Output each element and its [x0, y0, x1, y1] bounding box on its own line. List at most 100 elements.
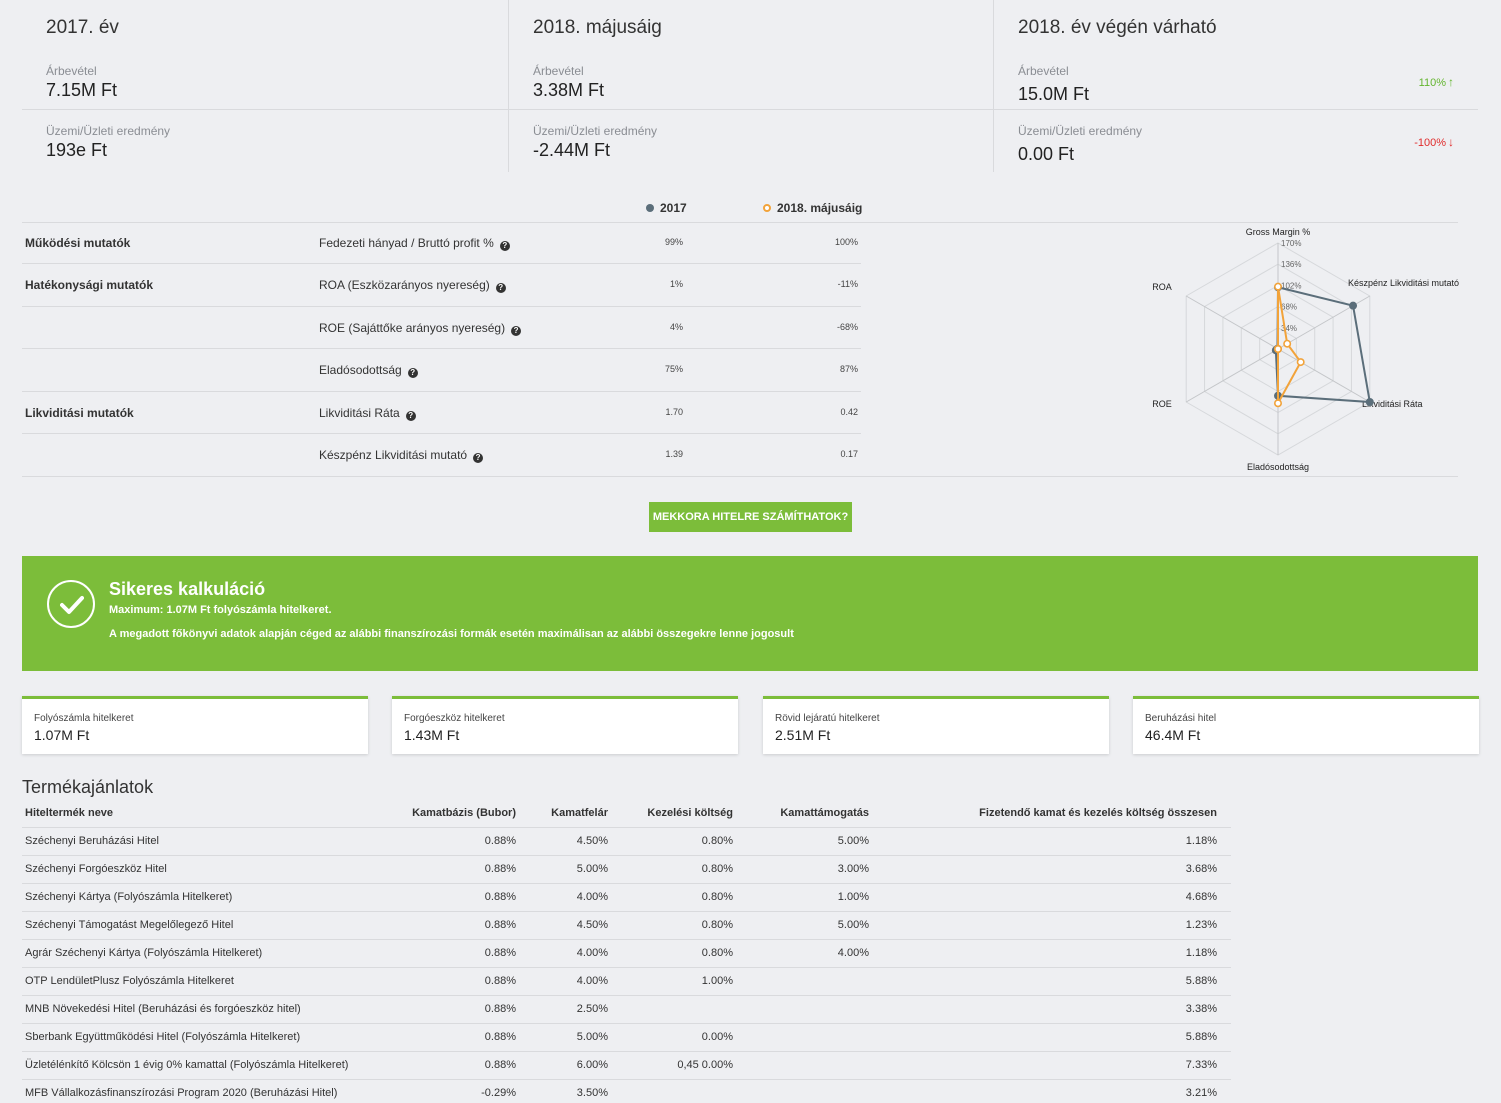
- indicator-row: Hatékonysági mutatók ROA (Eszközarányos …: [22, 264, 861, 307]
- radar-tick-label: 68%: [1281, 303, 1297, 312]
- table-cell: 3.00%: [747, 855, 883, 884]
- radar-tick-label: 34%: [1281, 324, 1297, 333]
- table-row: Széchenyi Forgóeszköz Hitel 0.88% 5.00% 0.8…: [22, 855, 1231, 884]
- success-title: Sikeres kalkuláció: [109, 579, 266, 599]
- indicator-value-2018: 0.42: [840, 406, 858, 417]
- indicator-name-text: Fedezeti hányad / Bruttó profit %: [319, 236, 494, 250]
- help-icon[interactable]: ?: [407, 368, 418, 379]
- table-cell: 1.00%: [747, 883, 883, 912]
- table-cell: 5.00%: [530, 855, 622, 884]
- indicator-name: ROA (Eszközarányos nyereség)?: [319, 278, 506, 294]
- radar-series-line: [1277, 286, 1302, 404]
- help-icon[interactable]: ?: [473, 452, 484, 463]
- table-cell: 0.88%: [405, 1051, 530, 1080]
- radar-data-point: [1274, 345, 1283, 354]
- loan-calculation-button[interactable]: MEKKORA HITELRE SZÁMÍTHATOK?: [649, 502, 852, 532]
- indicator-name: Készpénz Likviditási mutató?: [319, 447, 484, 463]
- revenue-value: 3.38M Ft: [533, 80, 605, 100]
- table-cell: 4.00%: [747, 939, 883, 968]
- table-cell: 0.88%: [405, 939, 530, 968]
- radar-axis-label: Gross Margin %: [1246, 227, 1311, 237]
- column-header: Kamatbázis (Bubor): [405, 799, 530, 828]
- indicator-name: Eladósodottság?: [319, 363, 418, 379]
- product-name: Széchenyi Kártya (Folyószámla Hitelkeret…: [22, 883, 405, 912]
- indicator-value-2017: 99%: [664, 237, 683, 247]
- check-circle-icon: [47, 580, 95, 628]
- legend-2017: 2017: [646, 201, 687, 215]
- help-icon[interactable]: ?: [499, 241, 510, 251]
- radar-chart: 170% 136% 102% 68% 34% Gross Margin % Készpénz…: [1152, 227, 1459, 472]
- summary-panel: 2017. év Árbevétel 7.15M Ft Üzemi/Üzleti…: [22, 0, 1478, 172]
- indicator-row: Eladósodottság? 75% 87%: [22, 349, 861, 392]
- table-cell: 0.00%: [622, 1023, 747, 1052]
- table-cell: 4.68%: [883, 883, 1231, 912]
- credit-card-investment: Beruházási hitel 46.4M Ft: [1133, 696, 1479, 754]
- table-cell: 2.50%: [530, 995, 622, 1024]
- product-name: Széchenyi Támogatást Megelőlegező Hitel: [22, 911, 405, 940]
- radar-spoke: [1185, 295, 1279, 350]
- table-cell: 0.88%: [405, 995, 530, 1024]
- table-cell: 5.00%: [747, 827, 883, 856]
- table-cell: [622, 995, 747, 1024]
- profit-trend: -100% ↓: [1414, 135, 1454, 149]
- product-name: Agrár Széchenyi Kártya (Folyószámla Hite…: [22, 939, 405, 968]
- indicator-name-text: Készpénz Likviditási mutató: [319, 447, 468, 462]
- table-cell: 4.00%: [530, 939, 622, 968]
- revenue-row: Árbevétel 3.38M Ft: [509, 50, 993, 110]
- card-label: Forgóeszköz hitelkeret: [404, 713, 505, 724]
- indicator-name: Likviditási Ráta?: [319, 406, 416, 421]
- product-name: Sberbank Együttműködési Hitel (Folyószám…: [22, 1023, 405, 1052]
- divider: [22, 476, 1458, 477]
- table-cell: 0.88%: [405, 827, 530, 856]
- table-row: MFB Vállalkozásfinanszírozási Program 20…: [22, 1079, 1231, 1103]
- table-cell: [747, 967, 883, 996]
- table-cell: 4.50%: [530, 827, 622, 856]
- help-icon[interactable]: ?: [405, 410, 416, 421]
- product-name: MFB Vállalkozásfinanszírozási Program 20…: [22, 1079, 405, 1103]
- revenue-label: Árbevétel: [533, 64, 584, 78]
- table-cell: [622, 1079, 747, 1103]
- table-cell: 1.23%: [883, 911, 1231, 940]
- radar-axis-label: Eladósodottság: [1247, 462, 1309, 472]
- table-cell: 5.88%: [883, 967, 1231, 996]
- summary-heading: 2018. év végén várható: [1018, 17, 1217, 38]
- credit-card-short-term: Rövid lejáratú hitelkeret 2.51M Ft: [763, 696, 1109, 754]
- help-icon[interactable]: ?: [495, 283, 506, 294]
- summary-2018-may: 2018. májusáig Árbevétel 3.38M Ft Üzemi/…: [508, 0, 993, 172]
- revenue-trend-value: 110%: [1418, 77, 1446, 89]
- column-header: Fizetendő kamat és kezelés költség össze…: [883, 799, 1231, 828]
- table-row: Széchenyi Kártya (Folyószámla Hitelkeret…: [22, 883, 1231, 912]
- profit-value: 0.00 Ft: [1018, 144, 1075, 164]
- indicator-name: ROE (Sajáttőke arányos nyereség)?: [319, 320, 522, 336]
- card-value: 46.4M Ft: [1145, 727, 1201, 743]
- table-cell: 4.00%: [530, 967, 622, 996]
- table-row: OTP LendületPlusz Folyószámla Hitelkeret…: [22, 967, 1231, 996]
- radar-axis-label: Készpénz Likviditási mutató: [1348, 278, 1459, 288]
- profit-trend-value: -100%: [1414, 137, 1446, 149]
- column-header: Hiteltermék neve: [22, 799, 405, 828]
- table-cell: 3.50%: [530, 1079, 622, 1103]
- product-name: MNB Növekedési Hitel (Beruházási és forg…: [22, 995, 405, 1024]
- summary-2017: 2017. év Árbevétel 7.15M Ft Üzemi/Üzleti…: [22, 0, 508, 172]
- table-cell: 4.00%: [530, 883, 622, 912]
- indicator-value-2017: 75%: [664, 364, 683, 375]
- radar-axis-label: Likviditási Ráta: [1362, 399, 1423, 409]
- revenue-row: Árbevétel 15.0M Ft 110% ↑: [994, 50, 1478, 110]
- table-cell: 5.00%: [747, 911, 883, 940]
- product-name: Széchenyi Beruházási Hitel: [22, 827, 405, 856]
- card-label: Folyószámla hitelkeret: [34, 713, 134, 724]
- indicator-row: Likviditási mutatók Likviditási Ráta? 1.…: [22, 392, 861, 434]
- radar-tick-label: 170%: [1281, 239, 1301, 248]
- summary-2018-expected: 2018. év végén várható Árbevétel 15.0M F…: [993, 0, 1478, 172]
- table-cell: 4.50%: [530, 911, 622, 940]
- profit-row: Üzemi/Üzleti eredmény 193e Ft: [22, 110, 508, 172]
- summary-heading: 2018. májusáig: [533, 17, 662, 38]
- table-cell: 1.18%: [883, 827, 1231, 856]
- indicator-name-text: ROE (Sajáttőke arányos nyereség): [319, 320, 506, 335]
- indicators-table: Működési mutatók Fedezeti hányad / Brutt…: [22, 222, 861, 476]
- table-cell: [747, 1079, 883, 1103]
- help-icon[interactable]: ?: [511, 325, 522, 336]
- indicator-row: ROE (Sajáttőke arányos nyereség)? 4% -68…: [22, 307, 861, 350]
- table-cell: 0.88%: [405, 911, 530, 940]
- radar-data-point: [1365, 398, 1374, 407]
